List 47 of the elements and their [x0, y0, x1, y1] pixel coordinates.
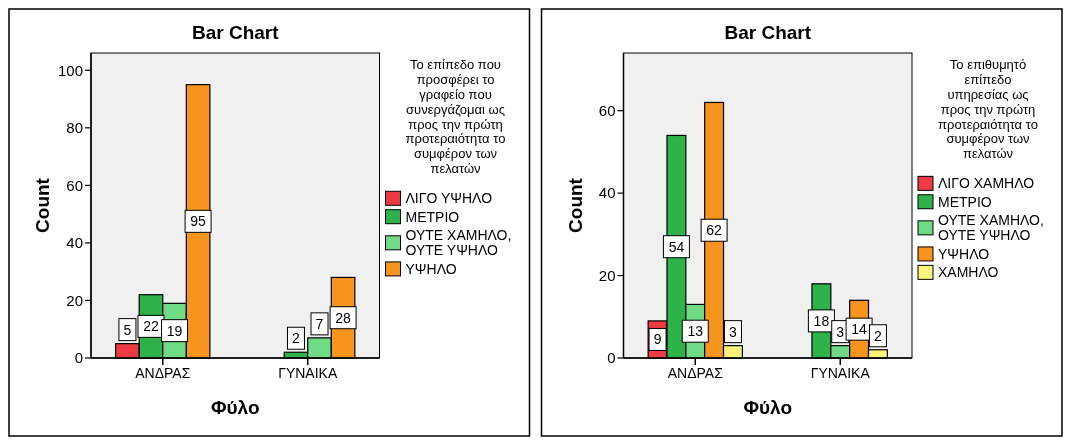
legend-label: ΜΕΤΡΙΟ	[405, 208, 460, 225]
legend-label: ΧΑΜΗΛΟ	[938, 264, 999, 281]
legend-label: ΛΙΓΟ ΧΑΜΗΛΟ	[938, 175, 1035, 192]
legend-label: ΟΥΤΕ ΧΑΜΗΛΟ, ΟΥΤΕ ΥΨΗΛΟ	[938, 212, 1044, 244]
y-tick-label: 40	[598, 184, 616, 202]
data-label: 28	[335, 309, 352, 326]
x-tick-label: ΑΝΔΡΑΣ	[667, 365, 724, 381]
x-tick-label: ΑΝΔΡΑΣ	[135, 365, 191, 381]
x-tick-label: ΓΥΝΑΙΚΑ	[278, 365, 338, 381]
y-tick-label: 80	[66, 119, 83, 137]
y-tick-label: 100	[57, 61, 83, 79]
data-label: 18	[813, 312, 830, 329]
y-tick-label: 40	[66, 234, 83, 252]
legend-label: ΥΨΗΛΟ	[405, 260, 457, 277]
y-tick-label: 60	[66, 176, 83, 194]
y-axis-title: Count	[32, 177, 53, 233]
legend-label: ΟΥΤΕ ΧΑΜΗΛΟ, ΟΥΤΕ ΥΨΗΛΟ	[405, 227, 512, 259]
legend-title: Το επίπεδο που προσφέρει το γραφείο που συνεργάζομαι ως προς την πρώτη προτεραιότητα το συμφέρον των πελατών	[405, 56, 506, 177]
legend-label: ΛΙΓΟ ΥΨΗΛΟ	[405, 190, 493, 207]
y-axis-title: Count	[564, 177, 586, 233]
data-label: 62	[706, 222, 723, 239]
data-label: 22	[143, 318, 159, 335]
data-label: 2	[292, 330, 301, 347]
chart-title: Bar Chart	[724, 22, 812, 43]
y-tick-label: 20	[598, 266, 616, 284]
data-label: 9	[653, 331, 662, 348]
legend-label: ΥΨΗΛΟ	[938, 245, 990, 262]
x-axis-title: Φύλο	[210, 397, 260, 418]
x-axis-title: Φύλο	[743, 397, 793, 418]
data-label: 3	[729, 323, 738, 340]
y-tick-label: 60	[598, 101, 616, 119]
y-tick-label: 0	[607, 349, 616, 367]
data-label: 14	[851, 321, 868, 338]
chart-title: Bar Chart	[191, 22, 280, 43]
data-label: 3	[836, 323, 845, 340]
y-tick-label: 20	[66, 291, 83, 309]
data-label: 7	[315, 315, 324, 332]
legend-label: ΜΕΤΡΙΟ	[938, 193, 992, 210]
data-label: 5	[123, 321, 132, 338]
legend-title: Το επιθυμητό επίπεδο υπηρεσίας ως προς την πρώτη προτεραιότητα το συμφέρον των πελατών	[938, 56, 1038, 162]
data-label: 54	[668, 238, 685, 255]
data-label: 2	[874, 327, 883, 344]
data-label: 19	[166, 322, 183, 339]
x-tick-label: ΓΥΝΑΙΚΑ	[810, 365, 871, 381]
y-tick-label: 0	[74, 349, 83, 367]
data-label: 95	[190, 213, 207, 230]
data-label: 13	[687, 323, 704, 340]
